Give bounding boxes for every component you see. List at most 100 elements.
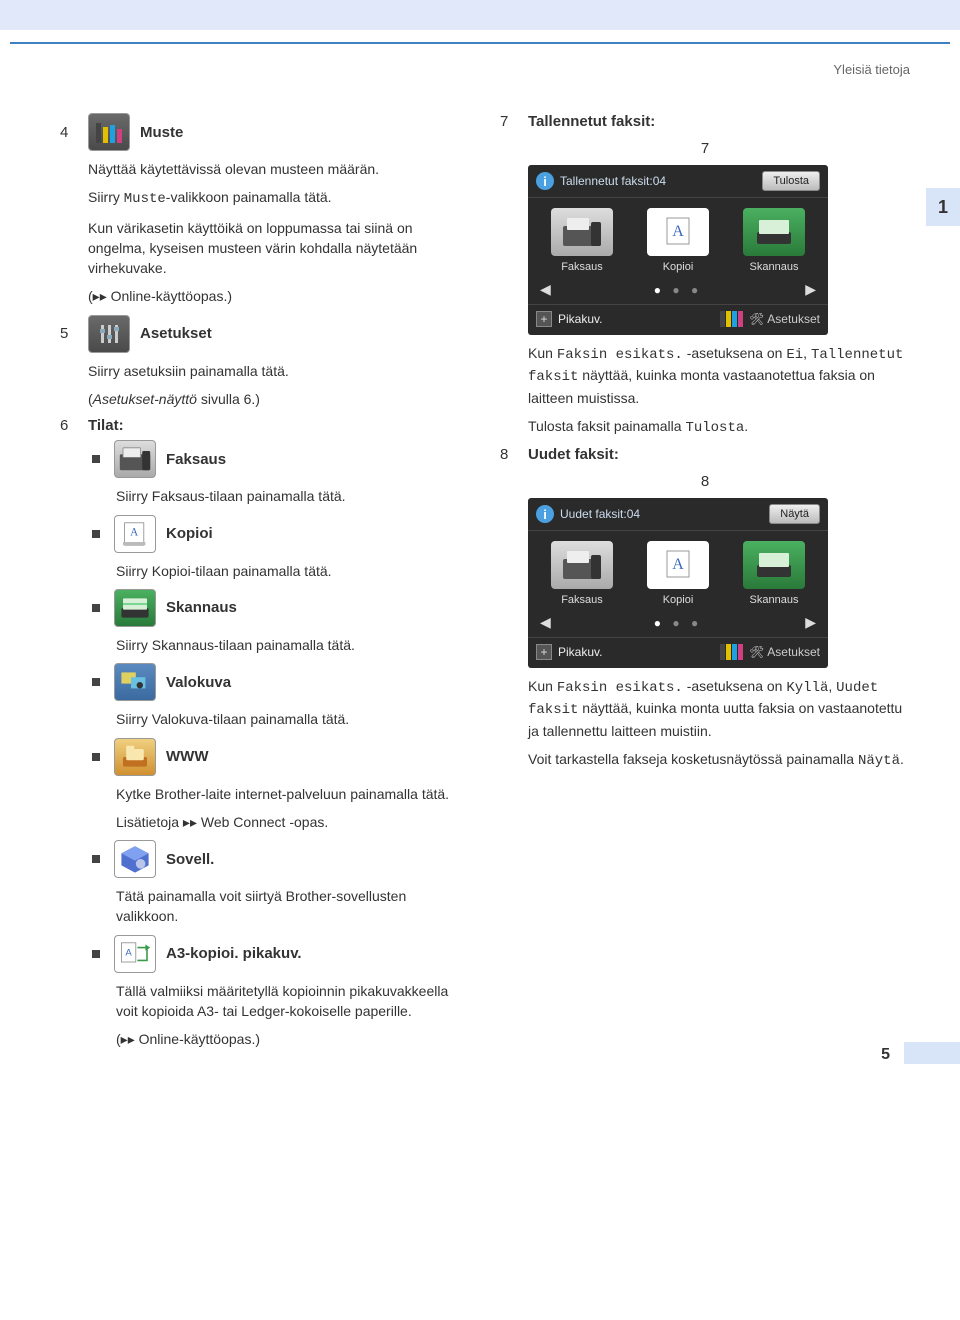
settings-mini-icon[interactable]: 🛠Asetukset: [749, 645, 820, 659]
sub-desc2: Lisätietoja ▸▸ Web Connect -opas.: [116, 812, 470, 832]
scan-icon: [114, 589, 156, 627]
screen-title: Tallennetut faksit:04: [560, 174, 762, 188]
screen-footer: + Pikakuv. 🛠Asetukset: [528, 304, 828, 329]
sub-label: Sovell.: [166, 851, 214, 868]
sub-desc: Kytke Brother-laite internet-palveluun p…: [116, 784, 470, 804]
item-7-num: 7: [500, 113, 528, 130]
text: -asetuksena on: [683, 678, 787, 694]
mono-text: Faksin esikats.: [557, 347, 683, 363]
sub-desc: Tätä painamalla voit siirtyä Brother-sov…: [116, 886, 470, 927]
text: Siirry: [88, 189, 124, 205]
view-button[interactable]: Näytä: [769, 504, 820, 524]
sub-desc: Siirry Faksaus-tilaan painamalla tätä.: [116, 486, 470, 506]
text: Kun: [528, 678, 557, 694]
sub-skannaus: Skannaus: [92, 589, 470, 627]
footer-settings-label: Asetukset: [767, 312, 820, 326]
text: ,: [803, 345, 811, 361]
photo-icon: [114, 663, 156, 701]
screen-header: i Uudet faksit:04 Näytä: [528, 498, 828, 531]
mono-text: Tulosta: [685, 420, 744, 436]
touchscreen-8: i Uudet faksit:04 Näytä Faksaus A Kopioi: [528, 498, 828, 668]
sub-www: WWW: [92, 738, 470, 776]
callout-7: 7: [500, 140, 910, 157]
a3-copy-icon: A: [114, 935, 156, 973]
fax-icon: [114, 440, 156, 478]
footer-shortcut-label[interactable]: Pikakuv.: [558, 645, 602, 659]
item-7-para2: Tulosta faksit painamalla Tulosta.: [528, 416, 910, 438]
bullet-icon: [92, 455, 100, 463]
text: näyttää, kuinka monta vastaanotettua fak…: [528, 367, 875, 405]
item-4-row: 4 Muste: [60, 113, 470, 151]
page-dots: ● ● ●: [654, 283, 702, 297]
tile-label: Skannaus: [750, 594, 799, 606]
nav-left-icon[interactable]: ◀: [540, 614, 551, 631]
settings-mini-icon[interactable]: 🛠Asetukset: [749, 312, 820, 326]
item-4-num: 4: [60, 124, 88, 141]
bullet-icon: [92, 678, 100, 686]
item-6-num: 6: [60, 417, 88, 434]
shortcut-add-icon[interactable]: +: [536, 644, 552, 660]
bullet-icon: [92, 855, 100, 863]
sub-desc: Siirry Kopioi-tilaan painamalla tätä.: [116, 561, 470, 581]
sub-desc: Siirry Valokuva-tilaan painamalla tätä.: [116, 709, 470, 729]
sub-label: Kopioi: [166, 525, 213, 542]
tile-fax[interactable]: Faksaus: [540, 208, 624, 273]
ink-mini-icon[interactable]: [720, 644, 743, 660]
screen-nav: ◀ ● ● ● ▶: [528, 279, 828, 300]
shortcut-add-icon[interactable]: +: [536, 311, 552, 327]
item-7-label: Tallennetut faksit:: [528, 113, 655, 130]
item-5-row: 5 Asetukset: [60, 315, 470, 353]
item-5-label: Asetukset: [140, 325, 212, 342]
top-band: [0, 0, 960, 30]
item-4-label: Muste: [140, 124, 183, 141]
sub-a3: A A3-kopioi. pikakuv.: [92, 935, 470, 973]
tile-label: Kopioi: [663, 594, 694, 606]
tile-copy[interactable]: A Kopioi: [636, 208, 720, 273]
tile-scan[interactable]: Skannaus: [732, 208, 816, 273]
ink-icon: [88, 113, 130, 151]
callout-8: 8: [500, 473, 910, 490]
info-icon: i: [536, 505, 554, 523]
item-8-num: 8: [500, 446, 528, 463]
print-button[interactable]: Tulosta: [762, 171, 820, 191]
bullet-icon: [92, 604, 100, 612]
screen-nav: ◀ ● ● ● ▶: [528, 612, 828, 633]
item-4-p2: Kun värikasetin käyttöikä on loppumassa …: [88, 218, 470, 279]
text: näyttää, kuinka monta uutta faksia on va…: [528, 700, 902, 738]
bullet-icon: [92, 950, 100, 958]
section-header: Yleisiä tietoja: [0, 62, 960, 77]
italic-text: Asetukset-näyttö: [93, 391, 197, 407]
nav-right-icon[interactable]: ▶: [805, 281, 816, 298]
nav-left-icon[interactable]: ◀: [540, 281, 551, 298]
text: Voit tarkastella fakseja kosketusnäytöss…: [528, 751, 858, 767]
tile-label: Faksaus: [561, 261, 603, 273]
nav-right-icon[interactable]: ▶: [805, 614, 816, 631]
sub-label: Valokuva: [166, 674, 231, 691]
text: -asetuksena on: [683, 345, 787, 361]
www-icon: [114, 738, 156, 776]
item-7-para1: Kun Faksin esikats. -asetuksena on Ei, T…: [528, 343, 910, 408]
item-4-p1a: Näyttää käytettävissä olevan musteen mää…: [88, 159, 470, 179]
footer-shortcut-label[interactable]: Pikakuv.: [558, 312, 602, 326]
settings-icon: [88, 315, 130, 353]
tile-label: Kopioi: [663, 261, 694, 273]
text: sivulla 6.): [197, 391, 260, 407]
item-6-label: Tilat:: [88, 417, 124, 434]
right-column: 7 Tallennetut faksit: 7 i Tallennetut fa…: [500, 107, 910, 1058]
tile-scan[interactable]: Skannaus: [732, 541, 816, 606]
tile-fax[interactable]: Faksaus: [540, 541, 624, 606]
tile-label: Faksaus: [561, 594, 603, 606]
text: ,: [828, 678, 836, 694]
item-8-label: Uudet faksit:: [528, 446, 619, 463]
item-8-para2: Voit tarkastella fakseja kosketusnäytöss…: [528, 749, 910, 771]
item-5-num: 5: [60, 325, 88, 342]
tile-copy[interactable]: A Kopioi: [636, 541, 720, 606]
text: .: [744, 418, 748, 434]
ink-mini-icon[interactable]: [720, 311, 743, 327]
item-5-p2: (Asetukset-näyttö sivulla 6.): [88, 389, 470, 409]
info-icon: i: [536, 172, 554, 190]
page-number: 5: [881, 1046, 890, 1064]
svg-text:A: A: [672, 556, 684, 573]
sub-label: Skannaus: [166, 599, 237, 616]
sub-desc: Siirry Skannaus-tilaan painamalla tätä.: [116, 635, 470, 655]
